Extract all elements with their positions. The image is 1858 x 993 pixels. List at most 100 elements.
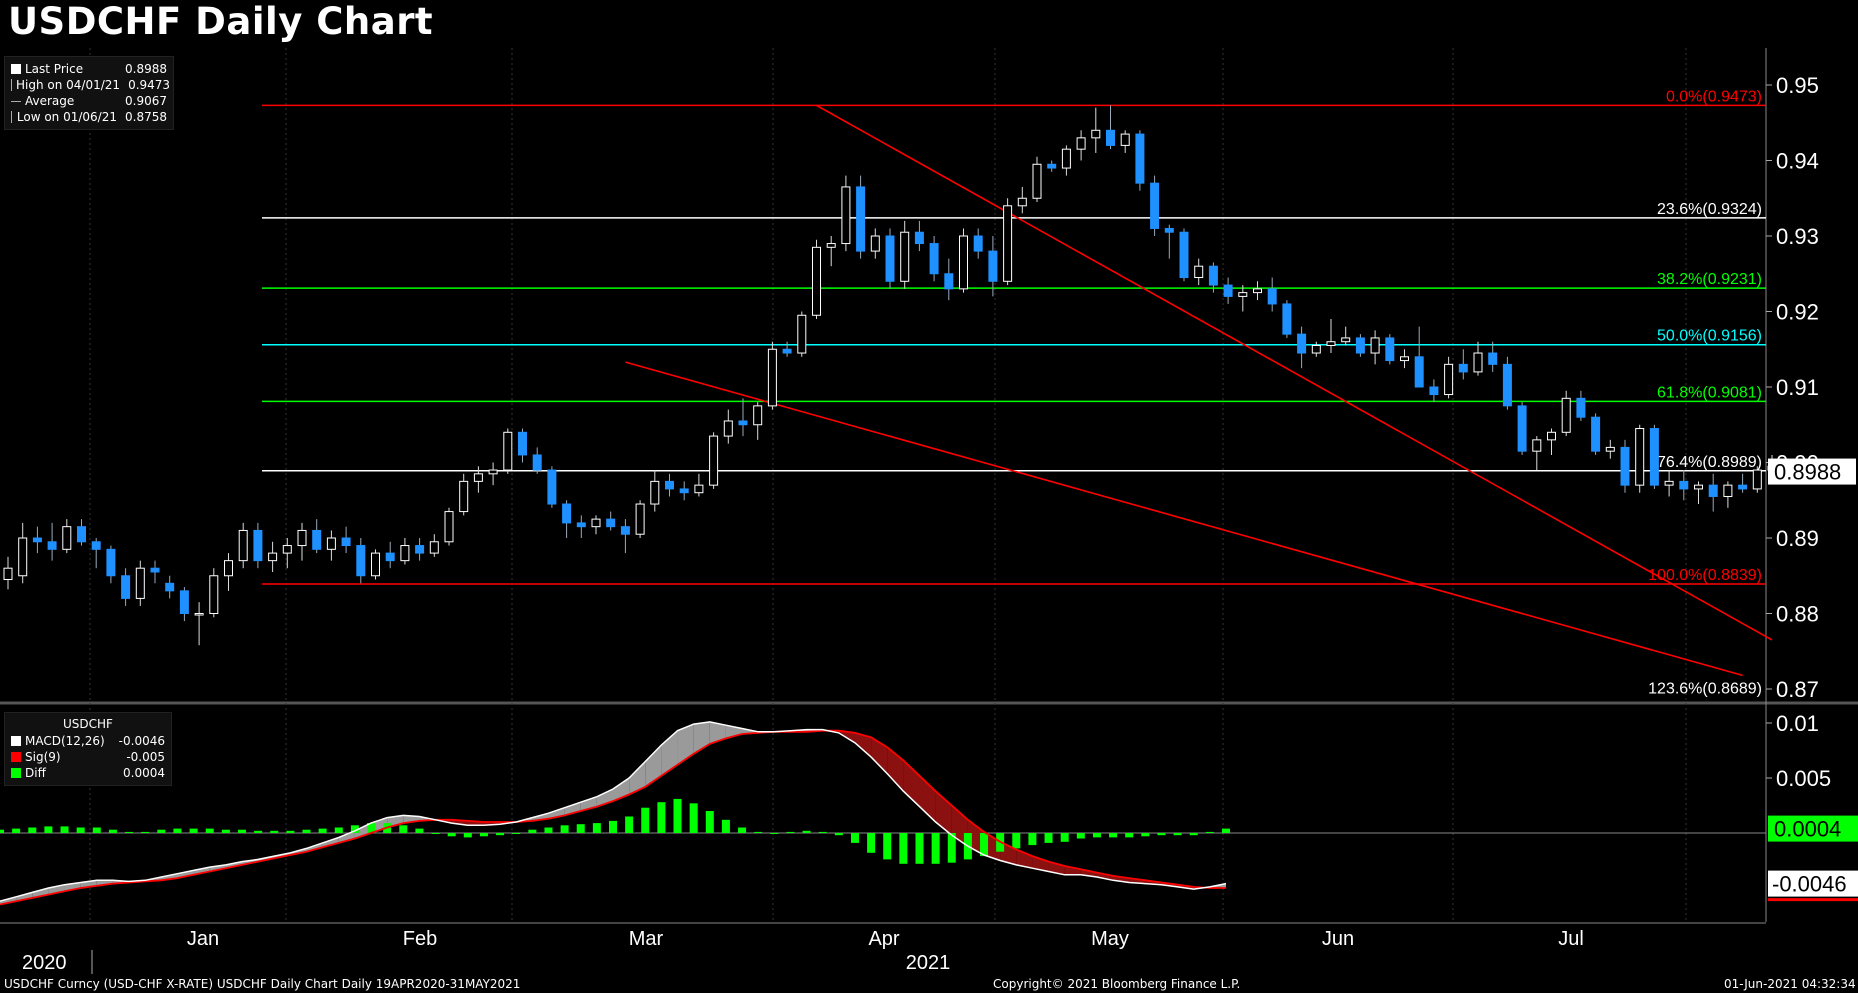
macd-fill-segment [322,837,339,848]
candle-body [209,575,219,614]
candle-body [988,250,998,282]
diff-bar [1044,833,1053,843]
candle-body [900,231,910,282]
candle-body [62,526,72,550]
candle-body [1179,231,1189,279]
legend-row-diff: Diff 0.0004 [11,765,165,781]
candle-body [1341,337,1351,343]
macd-fill-segment [1016,849,1033,869]
diff-bar [980,833,989,857]
candle-body [106,548,116,577]
diff-bar [1125,833,1134,838]
diff-bar [1189,833,1198,836]
macd-fill-segment [193,867,210,875]
diff-bar [76,827,85,833]
candle-body [1635,428,1645,486]
candle-body [179,590,189,614]
macd-fill-segment [951,805,968,847]
candle-body [1150,182,1160,229]
candle-body [518,431,527,456]
macd-fill-segment [629,761,646,795]
legend-label: Sig(9) [25,750,61,764]
macd-fill-segment [677,724,694,765]
diff-bar [1012,833,1021,849]
legend-label: MACD(12,26) [25,734,105,748]
candle-body [929,243,939,275]
candle-body [459,480,469,513]
candle-body [150,567,160,573]
white-square-icon [11,64,21,74]
macd-fill-segment [1032,856,1049,872]
candle-body [1164,227,1174,233]
candle-body [253,529,263,562]
candle-body [1047,163,1057,169]
candle-body [1194,265,1204,279]
candle-body [1400,356,1409,362]
candle-body [1282,303,1292,335]
candle-body [135,567,145,599]
candle-body [77,526,86,543]
white-square-icon [11,736,21,746]
y-tick-label: 0.005 [1776,766,1831,791]
diff-bar [302,829,311,833]
diff-bar [1141,833,1150,837]
candle-body [591,518,601,528]
legend-value: 0.8758 [125,110,167,124]
x-year-label: 2021 [906,952,951,974]
candle-body [944,273,954,290]
x-year-label: 2020 [22,952,67,974]
macd-fill-segment [709,721,726,744]
legend-value: -0.005 [126,750,165,764]
candle-body [738,420,748,426]
diff-bar [463,833,472,838]
diff-bar [0,829,4,833]
candle-body [914,231,924,245]
diff-bar [221,829,230,833]
candle-body [224,560,233,577]
diff-bar [689,803,698,833]
diff-bar [1076,833,1085,839]
candle-body [1517,405,1527,452]
candle-body [488,469,498,475]
legend-row-low: Low on 01/06/21 0.8758 [11,109,167,125]
candle-body [1414,356,1424,388]
candle-body [165,582,175,592]
macd-fill-segment [16,892,33,902]
diff-bar [141,831,150,833]
macd-value-label: -0.0046 [1772,872,1847,897]
diff-bar [721,819,730,833]
diff-bar [367,823,376,833]
x-month-label: Apr [868,928,899,950]
macd-fill-segment [371,817,388,833]
candle-body [1208,265,1218,286]
macd-fill-segment [564,802,581,816]
candle-body [341,537,351,547]
footer-description: USDCHF Curncy (USD-CHF X-RATE) USDCHF Da… [4,977,521,991]
x-month-label: Jun [1322,928,1354,950]
diff-bar [270,830,279,833]
candle-body [1238,292,1248,297]
fib-level-label: 100.0%(0.8839) [1648,567,1762,584]
diff-bar [1157,833,1166,836]
diff-bar [334,827,343,833]
candle-body [1723,484,1733,497]
legend-label: Last Price [25,62,84,76]
candle-body [1444,363,1454,396]
macd-fill-segment [354,823,372,839]
diff-bar [1092,833,1101,838]
legend-row-average: Average 0.9067 [11,93,167,109]
candle-body [1297,333,1307,354]
fib-level-label: 123.6%(0.8689) [1648,680,1762,697]
candle-body [1620,446,1630,486]
diff-bar [125,831,134,833]
diff-bar [786,831,795,833]
diff-bar [705,811,714,833]
macd-fill-segment [1096,872,1114,881]
green-square-icon [11,768,21,778]
diff-bar [512,833,521,834]
trend-channel-line [625,361,1743,677]
candle-body [1061,148,1071,169]
candle-body [635,503,645,535]
diff-bar [867,833,876,853]
